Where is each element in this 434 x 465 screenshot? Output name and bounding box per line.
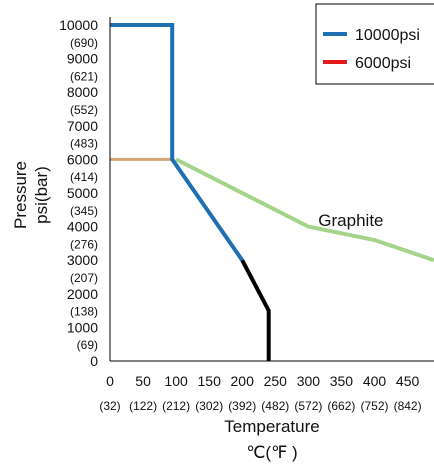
x-tick-sublabel: (752) — [360, 399, 388, 413]
x-axis-units: ℃(℉ ) — [246, 443, 297, 462]
y-tick-label: 1000 — [67, 319, 98, 335]
y-tick-label: 5000 — [67, 185, 98, 201]
y-tick-label: (552) — [70, 103, 98, 117]
y-tick-label: 3000 — [67, 252, 98, 268]
x-tick-sublabel: (662) — [327, 399, 355, 413]
x-tick-sublabel: (392) — [228, 399, 256, 413]
legend: 10000psi 6000psi — [315, 3, 434, 85]
axes-layer — [109, 17, 434, 362]
legend-box — [315, 3, 434, 85]
y-tick-label: 8000 — [67, 84, 98, 100]
x-tick-label: 250 — [264, 373, 288, 389]
y-tick-label: (690) — [70, 36, 98, 50]
y-tick-label: (345) — [70, 204, 98, 218]
x-tick-labels: 0 (32) 50 (122) 100 (212) 150 (302) 200 (392) 250 (… — [99, 373, 421, 413]
x-tick-label: 0 — [106, 373, 114, 389]
x-tick-sublabel: (302) — [195, 399, 223, 413]
legend-label-6000psi: 6000psi — [355, 55, 411, 72]
y-tick-label: (414) — [70, 170, 98, 184]
x-tick-label: 100 — [164, 373, 188, 389]
x-axis-title: Temperature — [224, 417, 319, 436]
y-tick-label: 9000 — [67, 51, 98, 67]
series-line-3 — [240, 259, 271, 361]
legend-label-10000psi: 10000psi — [355, 27, 420, 44]
x-tick-label: 450 — [396, 373, 420, 389]
x-tick-label: 350 — [330, 373, 354, 389]
x-tick-sublabel: (572) — [294, 399, 322, 413]
x-tick-label: 200 — [231, 373, 255, 389]
y-tick-labels: 0(69) 1000(138) 2000(207) 3000(276) 4000(345… — [59, 17, 98, 369]
y-tick-label: 7000 — [67, 118, 98, 134]
y-tick-label: 2000 — [67, 286, 98, 302]
y-tick-label: (69) — [77, 338, 98, 352]
y-tick-label: (138) — [70, 305, 98, 319]
y-tick-label: (483) — [70, 137, 98, 151]
x-tick-sublabel: (482) — [261, 399, 289, 413]
x-tick-label: 150 — [198, 373, 222, 389]
series-layer — [110, 23, 434, 361]
series-line-2 — [110, 23, 244, 262]
graphite-annotation: Graphite — [318, 211, 383, 230]
x-tick-sublabel: (842) — [394, 399, 422, 413]
y-tick-label: (276) — [70, 237, 98, 251]
y-tick-label: 10000 — [59, 17, 98, 33]
x-tick-label: 50 — [135, 373, 151, 389]
y-tick-label: (621) — [70, 69, 98, 83]
y-tick-label: 0 — [90, 353, 98, 369]
y-tick-label: 4000 — [67, 219, 98, 235]
y-tick-label: 6000 — [67, 151, 98, 167]
x-tick-sublabel: (122) — [129, 399, 157, 413]
y-axis-units: psi(bar) — [32, 166, 51, 224]
y-tick-label: (207) — [70, 271, 98, 285]
x-tick-sublabel: (32) — [99, 399, 120, 413]
y-axis-title: Pressure — [11, 161, 30, 229]
x-tick-label: 400 — [363, 373, 387, 389]
x-tick-sublabel: (212) — [162, 399, 190, 413]
x-tick-label: 300 — [297, 373, 321, 389]
series-line-0 — [175, 157, 434, 263]
